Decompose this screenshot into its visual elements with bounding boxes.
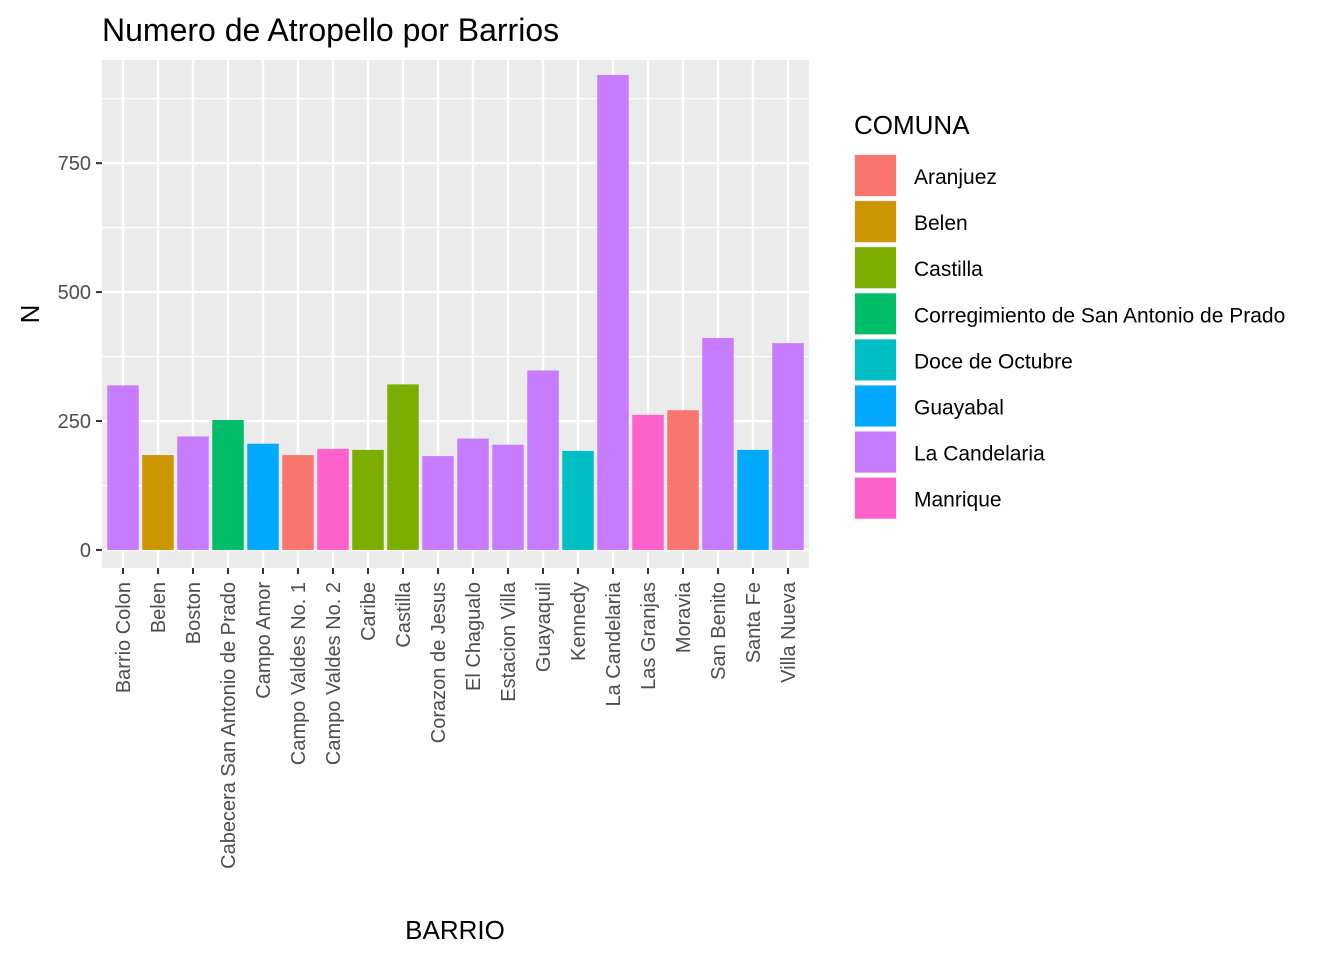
x-tick-label: Cabecera San Antonio de Prado (218, 582, 240, 869)
bar (387, 384, 419, 550)
x-tick-label: Campo Valdes No. 1 (288, 582, 310, 765)
y-tick-label: 500 (58, 282, 91, 304)
legend-swatch (855, 201, 896, 243)
legend-label: Guayabal (914, 397, 1004, 420)
y-axis-title: N (15, 305, 45, 324)
bar (247, 443, 279, 550)
x-tick-label: Boston (183, 582, 205, 644)
legend-swatch (855, 247, 896, 289)
x-tick-label: Santa Fe (743, 582, 765, 663)
x-tick-label: Belen (148, 582, 170, 633)
legend-label: Corregimiento de San Antonio de Prado (914, 304, 1285, 327)
x-tick-label: Barrio Colon (113, 582, 135, 693)
bar (422, 456, 454, 550)
x-tick-label: Las Granjas (638, 582, 660, 690)
legend-label: Aranjuez (914, 166, 997, 189)
legend-swatch (855, 293, 896, 335)
y-tick-label: 750 (58, 153, 91, 175)
bar (492, 444, 524, 550)
y-tick-label: 250 (58, 411, 91, 433)
bar (667, 410, 699, 550)
x-tick-label: La Candelaria (603, 581, 625, 706)
legend-swatch (855, 385, 896, 427)
legend: Aranjuez Belen Castilla Corregimiento de Sa… (854, 154, 1285, 520)
bar (527, 370, 559, 550)
bar (457, 438, 489, 550)
x-tick-label: Campo Valdes No. 2 (323, 582, 345, 765)
legend-swatch (855, 477, 896, 519)
bar (142, 455, 174, 550)
x-axis-title: BARRIO (405, 915, 505, 945)
x-tick-label: El Chagualo (463, 582, 485, 691)
x-tick-label: Kennedy (568, 582, 590, 661)
x-tick-label: Villa Nueva (778, 581, 800, 683)
bar (352, 449, 384, 550)
x-tick-label: Castilla (393, 581, 415, 647)
legend-label: Belen (914, 212, 968, 235)
x-tick-label: San Benito (708, 582, 730, 680)
legend-swatch (855, 155, 896, 196)
legend-label: Doce de Octubre (914, 350, 1073, 373)
bar (212, 419, 244, 550)
bar (317, 448, 349, 550)
y-tick-label: 0 (80, 540, 91, 562)
legend-label: Castilla (914, 258, 983, 281)
legend-title: COMUNA (854, 110, 970, 140)
x-tick-label: Caribe (358, 582, 380, 641)
x-tick-label: Moravia (673, 581, 695, 653)
bar (737, 449, 769, 550)
bar (597, 74, 629, 550)
legend-swatch (855, 431, 896, 473)
x-tick-label: Campo Amor (253, 582, 275, 699)
x-tick-label: Guayaquil (533, 582, 555, 672)
bar (562, 450, 594, 550)
x-axis: Barrio Colon Belen Boston Cabecera San Anto… (113, 568, 800, 869)
bar (282, 455, 314, 550)
bar (772, 343, 804, 550)
bar (632, 414, 664, 550)
bar (107, 385, 139, 550)
legend-label: La Candelaria (914, 443, 1045, 466)
chart-title: Numero de Atropello por Barrios (102, 12, 559, 48)
legend-label: Manrique (914, 489, 1002, 512)
bar (702, 337, 734, 550)
y-axis: 0 250 500 750 (58, 153, 102, 562)
bars (107, 74, 804, 550)
x-tick-label: Estacion Villa (498, 581, 520, 702)
x-tick-label: Corazon de Jesus (428, 582, 450, 743)
legend-swatch (855, 339, 896, 381)
bar (177, 436, 209, 550)
